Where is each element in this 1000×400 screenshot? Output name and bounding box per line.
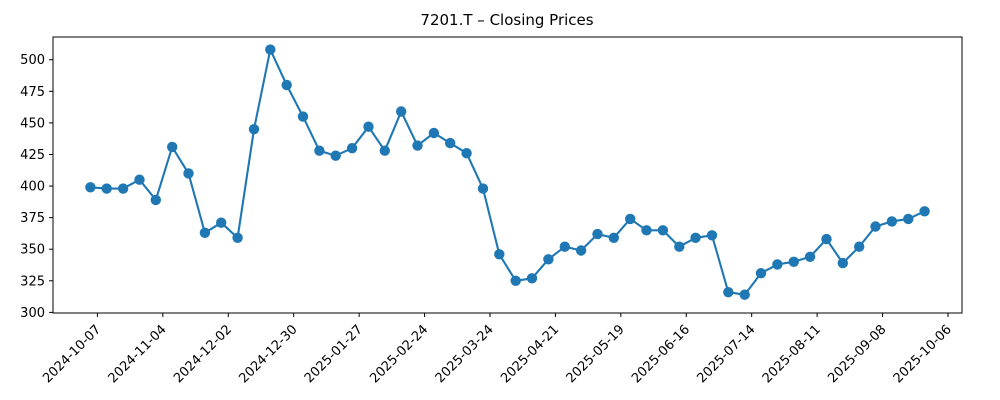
data-point-marker <box>199 227 211 238</box>
data-point-marker <box>543 254 554 265</box>
x-tick-label: 2025-06-16 <box>629 322 693 386</box>
chart-title: 7201.T – Closing Prices <box>420 11 593 29</box>
x-tick-label: 2024-11-04 <box>106 322 170 386</box>
x-tick-label: 2025-02-24 <box>367 322 431 386</box>
y-tick-label: 375 <box>20 211 45 226</box>
data-point-marker <box>755 268 767 279</box>
data-point-marker <box>134 174 145 185</box>
x-tick-label: 2025-07-14 <box>694 322 758 386</box>
axis-frame <box>52 36 963 314</box>
y-tick-label: 350 <box>20 243 45 258</box>
data-point-marker <box>575 245 587 256</box>
x-tick-label: 2024-12-02 <box>171 322 235 386</box>
data-point-marker <box>379 145 390 156</box>
x-tick-label: 2024-10-07 <box>40 322 104 386</box>
data-point-marker <box>330 150 341 161</box>
x-tick-label: 2025-08-11 <box>760 322 824 386</box>
data-point-marker <box>396 106 407 117</box>
y-tick-label: 400 <box>20 180 45 195</box>
x-tick-label: 2025-03-24 <box>433 322 497 386</box>
x-tick-label: 2025-05-19 <box>564 322 628 386</box>
data-point-marker <box>706 230 718 241</box>
data-point-marker <box>101 183 112 194</box>
x-tick-label: 2024-12-30 <box>236 322 300 386</box>
data-point-marker <box>788 256 799 267</box>
data-point-marker <box>216 217 227 228</box>
data-point-marker <box>526 273 538 284</box>
data-point-marker <box>804 251 816 262</box>
x-tick-label: 2025-10-06 <box>891 322 955 386</box>
data-point-marker <box>412 140 423 151</box>
y-tick-label: 500 <box>20 53 45 68</box>
data-point-marker <box>167 141 178 153</box>
data-point-marker <box>674 241 685 252</box>
data-point-marker <box>445 137 456 149</box>
data-point-marker <box>886 216 898 227</box>
data-point-marker <box>297 111 309 122</box>
data-point-marker <box>494 249 505 260</box>
x-tick-label: 2025-01-27 <box>302 322 366 386</box>
data-point-marker <box>657 225 669 236</box>
data-point-marker <box>232 232 243 243</box>
data-point-marker <box>428 127 440 139</box>
y-tick-label: 300 <box>20 306 45 321</box>
data-point-marker <box>510 275 521 286</box>
data-point-marker <box>314 145 325 156</box>
data-point-marker <box>608 232 619 243</box>
data-point-marker <box>625 213 636 225</box>
y-tick-label: 325 <box>20 274 45 289</box>
data-point-marker <box>723 287 734 298</box>
data-point-marker <box>281 79 292 91</box>
data-point-marker <box>248 124 260 135</box>
data-point-marker <box>739 289 750 300</box>
data-point-marker <box>592 228 603 240</box>
data-point-marker <box>85 182 96 193</box>
y-tick-label: 425 <box>20 148 45 163</box>
data-point-marker <box>690 232 701 243</box>
x-tick-label: 2025-09-08 <box>825 322 889 386</box>
data-point-marker <box>265 44 276 55</box>
data-point-marker <box>903 213 914 225</box>
data-point-marker <box>837 257 848 269</box>
price-line <box>89 48 926 296</box>
data-point-marker <box>150 194 161 206</box>
data-point-marker <box>821 233 832 245</box>
data-point-marker <box>641 225 652 236</box>
data-point-marker <box>477 183 489 194</box>
data-point-marker <box>772 259 783 270</box>
y-tick-label: 475 <box>20 85 45 100</box>
data-point-marker <box>117 183 129 194</box>
data-point-marker <box>346 143 358 154</box>
data-point-marker <box>854 241 865 252</box>
y-tick-label: 450 <box>20 116 45 131</box>
data-point-marker <box>559 241 570 252</box>
data-point-marker <box>363 121 374 132</box>
data-point-marker <box>870 221 881 232</box>
data-point-marker <box>183 168 194 179</box>
data-point-marker <box>919 206 930 217</box>
data-point-marker <box>461 148 472 159</box>
x-tick-label: 2025-04-21 <box>498 322 562 386</box>
